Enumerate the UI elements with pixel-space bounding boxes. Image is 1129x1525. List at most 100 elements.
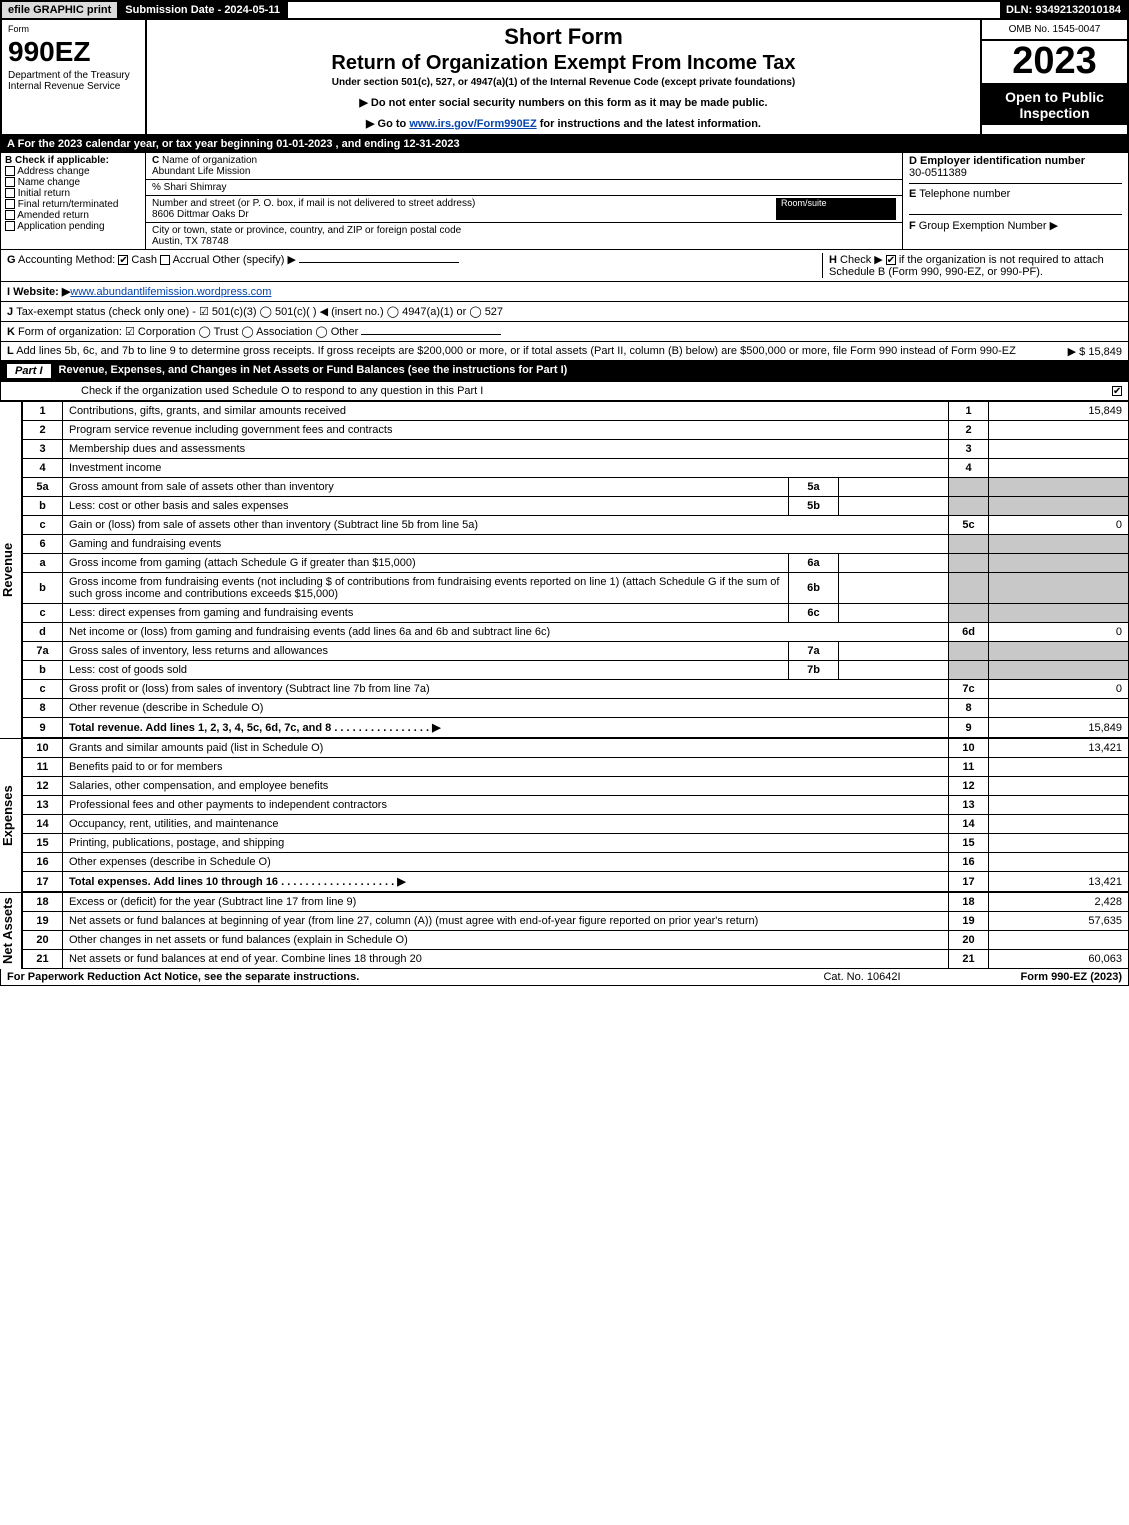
- e-phone-label: Telephone number: [919, 188, 1010, 200]
- irs-link[interactable]: www.irs.gov/Form990EZ: [409, 118, 536, 130]
- b-checkbox[interactable]: [5, 199, 15, 209]
- subtitle-code: Under section 501(c), 527, or 4947(a)(1)…: [155, 77, 972, 88]
- line-desc: Other changes in net assets or fund bala…: [63, 931, 949, 950]
- i-label: Website: ▶: [13, 286, 70, 298]
- line-amt: [989, 554, 1129, 573]
- section-c: C Name of organization Abundant Life Mis…: [146, 153, 903, 249]
- l-amount: ▶ $ 15,849: [1068, 345, 1122, 358]
- b-checkbox[interactable]: [5, 177, 15, 187]
- room-suite-label: Room/suite: [776, 198, 896, 220]
- line-rnum: 17: [949, 872, 989, 892]
- line-amt: 15,849: [989, 718, 1129, 738]
- line-subcol: 6c: [789, 604, 839, 623]
- b-checkbox[interactable]: [5, 188, 15, 198]
- form-reference: Form 990-EZ (2023): [1021, 971, 1122, 983]
- line-amt: [989, 796, 1129, 815]
- line-num: b: [23, 497, 63, 516]
- line-amt: [989, 604, 1129, 623]
- expense-table: 10Grants and similar amounts paid (list …: [22, 738, 1129, 892]
- b-checkbox[interactable]: [5, 210, 15, 220]
- line-amt: [989, 459, 1129, 478]
- line-amt: [989, 777, 1129, 796]
- line-rnum: 5c: [949, 516, 989, 535]
- care-of: % Shari Shimray: [146, 180, 902, 196]
- line-i: I Website: ▶www.abundantlifemission.word…: [0, 282, 1129, 302]
- line-subval: [839, 604, 949, 623]
- line-num: 2: [23, 421, 63, 440]
- line-desc: Gross sales of inventory, less returns a…: [63, 642, 789, 661]
- line-num: d: [23, 623, 63, 642]
- h-checkbox[interactable]: [886, 255, 896, 265]
- b-checkbox[interactable]: [5, 221, 15, 231]
- expenses-group: Expenses 10Grants and similar amounts pa…: [0, 738, 1129, 892]
- note-ssn: ▶ Do not enter social security numbers o…: [155, 96, 972, 109]
- line-amt: [989, 699, 1129, 718]
- tax-year: 2023: [982, 41, 1127, 85]
- line-num: c: [23, 516, 63, 535]
- line-desc: Less: direct expenses from gaming and fu…: [63, 604, 789, 623]
- g-label: Accounting Method:: [18, 254, 115, 266]
- line-num: b: [23, 661, 63, 680]
- line-subval: [839, 642, 949, 661]
- line-rnum: 9: [949, 718, 989, 738]
- line-rnum: 16: [949, 853, 989, 872]
- d-ein-label: Employer identification number: [920, 155, 1085, 167]
- line-rnum: [949, 604, 989, 623]
- website-link[interactable]: www.abundantlifemission.wordpress.com: [70, 286, 271, 298]
- line-num: 19: [23, 912, 63, 931]
- line-num: 6: [23, 535, 63, 554]
- form-label: Form: [8, 24, 139, 34]
- line-num: 4: [23, 459, 63, 478]
- line-num: 18: [23, 893, 63, 912]
- title-return: Return of Organization Exempt From Incom…: [155, 52, 972, 75]
- line-amt: [989, 834, 1129, 853]
- line-subval: [839, 478, 949, 497]
- h-prefix: Check ▶: [840, 254, 883, 266]
- line-rnum: 7c: [949, 680, 989, 699]
- j-text: Tax-exempt status (check only one) - ☑ 5…: [16, 306, 503, 318]
- line-rnum: 15: [949, 834, 989, 853]
- line-subval: [839, 554, 949, 573]
- line-amt: 13,421: [989, 739, 1129, 758]
- efile-print-button[interactable]: efile GRAPHIC print: [2, 2, 119, 18]
- line-subcol: 6b: [789, 573, 839, 604]
- line-num: 10: [23, 739, 63, 758]
- line-rnum: 18: [949, 893, 989, 912]
- line-num: 14: [23, 815, 63, 834]
- line-num: 13: [23, 796, 63, 815]
- line-desc: Less: cost of goods sold: [63, 661, 789, 680]
- line-num: 1: [23, 402, 63, 421]
- omb-number: OMB No. 1545-0047: [982, 20, 1127, 41]
- line-amt: [989, 535, 1129, 554]
- line-num: 12: [23, 777, 63, 796]
- note-link-post: for instructions and the latest informat…: [537, 118, 761, 130]
- b-checkbox[interactable]: [5, 166, 15, 176]
- line-rnum: 12: [949, 777, 989, 796]
- line-num: 11: [23, 758, 63, 777]
- line-num: a: [23, 554, 63, 573]
- netassets-sidebar: Net Assets: [0, 892, 22, 969]
- schedule-o-checkbox[interactable]: [1112, 386, 1122, 396]
- l-text: Add lines 5b, 6c, and 7b to line 9 to de…: [16, 345, 1016, 357]
- top-bar: efile GRAPHIC print Submission Date - 20…: [0, 0, 1129, 20]
- b-item-label: Name change: [18, 177, 80, 188]
- line-desc: Less: cost or other basis and sales expe…: [63, 497, 789, 516]
- line-subcol: 5a: [789, 478, 839, 497]
- revenue-sidebar: Revenue: [0, 401, 22, 738]
- line-desc: Grants and similar amounts paid (list in…: [63, 739, 949, 758]
- line-rnum: [949, 642, 989, 661]
- line-desc: Benefits paid to or for members: [63, 758, 949, 777]
- line-desc: Investment income: [63, 459, 949, 478]
- line-num: 21: [23, 950, 63, 969]
- line-num: 7a: [23, 642, 63, 661]
- line-rnum: 6d: [949, 623, 989, 642]
- g-cash-checkbox[interactable]: [118, 255, 128, 265]
- line-num: 5a: [23, 478, 63, 497]
- line-rnum: 19: [949, 912, 989, 931]
- form-identifier: Form 990EZ Department of the Treasury In…: [2, 20, 147, 134]
- line-amt: 0: [989, 623, 1129, 642]
- g-accrual: Accrual: [173, 254, 210, 266]
- dln-number: DLN: 93492132010184: [1000, 2, 1127, 18]
- line-amt: [989, 440, 1129, 459]
- g-accrual-checkbox[interactable]: [160, 255, 170, 265]
